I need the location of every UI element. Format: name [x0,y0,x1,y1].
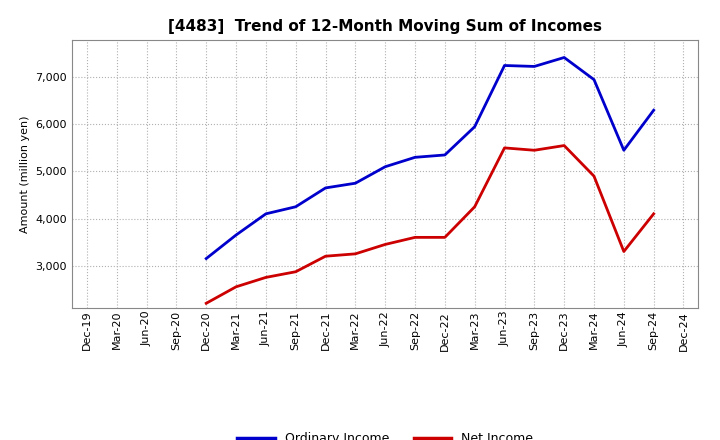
Ordinary Income [261,211,270,216]
Net Income [351,251,360,257]
Ordinary Income [530,64,539,69]
Ordinary Income [410,155,419,160]
Ordinary Income [232,232,240,238]
Net Income [619,249,628,254]
Net Income [202,301,210,306]
Ordinary Income [381,164,390,169]
Ordinary Income [202,256,210,261]
Net Income [470,204,479,209]
Y-axis label: Amount (million yen): Amount (million yen) [20,115,30,233]
Net Income [500,145,509,150]
Ordinary Income [560,55,569,60]
Net Income [381,242,390,247]
Ordinary Income [441,152,449,158]
Ordinary Income [470,124,479,129]
Net Income [410,235,419,240]
Net Income [321,253,330,259]
Net Income [441,235,449,240]
Net Income [232,284,240,290]
Ordinary Income [321,185,330,191]
Net Income [292,269,300,275]
Net Income [261,275,270,280]
Legend: Ordinary Income, Net Income: Ordinary Income, Net Income [232,427,539,440]
Ordinary Income [292,204,300,209]
Line: Net Income: Net Income [206,146,654,303]
Net Income [649,211,658,216]
Ordinary Income [351,180,360,186]
Net Income [560,143,569,148]
Title: [4483]  Trend of 12-Month Moving Sum of Incomes: [4483] Trend of 12-Month Moving Sum of I… [168,19,602,34]
Net Income [530,147,539,153]
Line: Ordinary Income: Ordinary Income [206,58,654,259]
Ordinary Income [500,63,509,68]
Ordinary Income [649,108,658,113]
Net Income [590,173,598,179]
Ordinary Income [619,147,628,153]
Ordinary Income [590,77,598,82]
